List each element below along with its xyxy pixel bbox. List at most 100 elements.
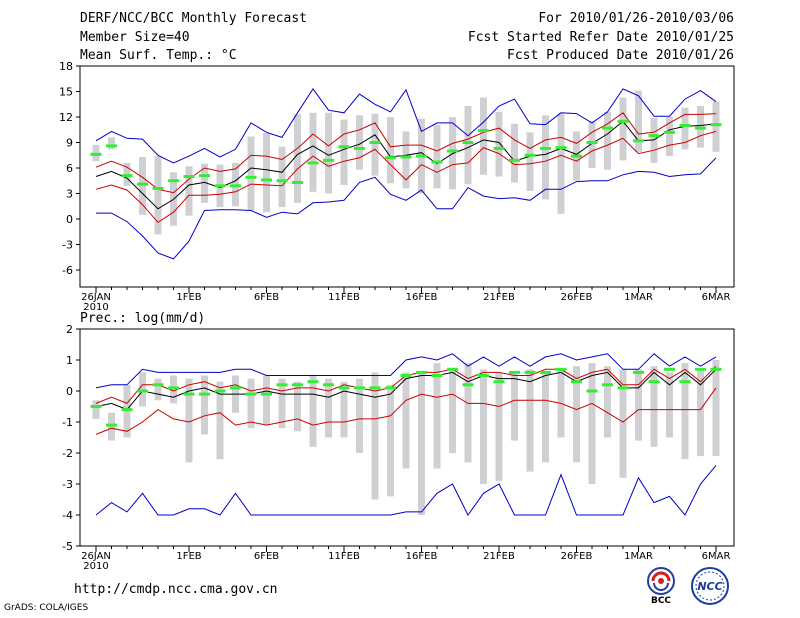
temp-member-mark [617, 119, 629, 123]
chart-title: DERF/NCC/BCC Monthly Forecast [80, 11, 307, 26]
prec-member-mark [276, 383, 288, 387]
prec-series-min [95, 465, 717, 516]
prec-spread-box [309, 375, 317, 447]
temp-spread-box [387, 117, 394, 184]
prec-member-mark [338, 386, 350, 390]
temp-spread-box [604, 111, 611, 170]
prec-x-year-label: 2010 [83, 561, 108, 572]
prec-spread-box [666, 372, 673, 438]
prec-member-mark [230, 386, 241, 390]
forecast-range-label: For 2010/01/26-2010/03/06 [538, 11, 734, 26]
prec-spread-box [294, 381, 301, 432]
prec-x-tick-label: 6FEB [254, 551, 279, 562]
prec-member-mark [168, 386, 179, 390]
prec-member-mark [214, 389, 226, 393]
prec-spread-box [325, 378, 332, 438]
prec-spread-box [418, 372, 425, 515]
temp-member-mark [230, 184, 241, 188]
temp-spread-box [294, 114, 301, 203]
temp-spread-box [356, 115, 363, 170]
temp-member-mark [633, 139, 644, 143]
temp-member-mark [152, 186, 164, 190]
prec-member-mark [493, 380, 505, 384]
temp-spread-box [712, 101, 720, 152]
temp-y-tick-label: -6 [62, 264, 73, 277]
prec-x-tick-label: 11FEB [328, 551, 360, 562]
temp-spread-box [309, 112, 317, 192]
prec-member-mark [617, 386, 629, 390]
temp-spread-box [340, 119, 348, 185]
temp-y-tick-label: -3 [62, 239, 73, 252]
prec-member-mark [602, 383, 613, 387]
prec-member-mark [245, 392, 257, 396]
prec-spread-box [402, 372, 410, 469]
temp-member-mark [679, 124, 691, 127]
temp-spread-box [108, 137, 115, 150]
member-size-label: Member Size=40 [80, 30, 190, 45]
temp-member-mark [245, 175, 257, 179]
temp-spread-box [325, 112, 332, 194]
prec-member-mark [292, 383, 303, 387]
temp-member-mark [183, 175, 195, 178]
temp-plot-frame [79, 65, 735, 288]
prec-spread-box [650, 366, 658, 447]
source-url[interactable]: http://cmdp.ncc.cma.gov.cn [74, 582, 278, 597]
prec-spread-box [356, 378, 363, 453]
prec-spread-box [340, 381, 348, 438]
prec-y-tick-label: 0 [66, 385, 73, 398]
prec-member-mark [152, 383, 164, 387]
prec-spread-box [495, 372, 503, 481]
temp-x-tick-label: 6FEB [254, 292, 279, 303]
temp-member-mark [106, 144, 117, 148]
prec-member-mark [633, 370, 644, 374]
temp-spread-box [201, 163, 208, 203]
temp-member-mark [509, 158, 520, 162]
temp-x-tick-label: 1MAR [624, 292, 653, 303]
temp-spread-box [619, 97, 627, 161]
temp-spread-box [247, 136, 255, 211]
temp-member-mark [369, 141, 381, 144]
temp-spread-box [681, 107, 689, 150]
temp-spread-box [402, 131, 410, 189]
prec-spread-box [433, 363, 441, 469]
temp-spread-box [511, 123, 518, 183]
temp-spread-box [495, 111, 503, 177]
temp-spread-box [542, 115, 549, 200]
prec-spread-box [263, 375, 270, 426]
prec-spread-box [526, 369, 534, 472]
temp-spread-box [139, 156, 146, 215]
prec-spread-box [123, 384, 131, 438]
temp-x-tick-label: 1FEB [176, 292, 201, 303]
bcc-logo-text: BCC [651, 596, 671, 606]
temp-spread-box [433, 124, 441, 189]
prec-spread-box [480, 369, 487, 484]
temp-member-mark [168, 179, 179, 183]
prec-y-tick-label: 2 [66, 323, 73, 336]
temp-y-tick-label: 6 [66, 162, 73, 175]
temp-spread-box [154, 156, 162, 235]
prec-member-mark [416, 370, 427, 374]
prec-member-mark [323, 383, 334, 387]
variable-label: Mean Surf. Temp.: °C [80, 48, 237, 63]
temp-member-mark [524, 153, 536, 157]
prec-spread-box [170, 375, 177, 404]
temp-member-mark [447, 149, 458, 153]
temp-member-mark [431, 160, 443, 164]
prec-member-mark [261, 392, 272, 396]
temp-y-tick-label: 9 [66, 137, 73, 150]
prec-spread-box [542, 372, 549, 463]
prec-x-tick-label: 26FEB [561, 551, 593, 562]
prec-member-mark [90, 405, 102, 408]
prec-y-tick-label: -5 [62, 540, 73, 553]
prec-member-mark [540, 370, 551, 374]
temp-x-year-label: 2010 [83, 302, 108, 313]
prec-spread-box [681, 363, 689, 460]
prec-x-tick-label: 1FEB [176, 551, 201, 562]
prec-member-mark [586, 389, 598, 393]
temp-member-mark [199, 174, 210, 178]
temp-member-mark [664, 130, 675, 134]
temp-x-tick-label: 26JAN [81, 292, 111, 303]
prec-spread-box [635, 369, 642, 441]
prec-member-mark [509, 370, 520, 374]
